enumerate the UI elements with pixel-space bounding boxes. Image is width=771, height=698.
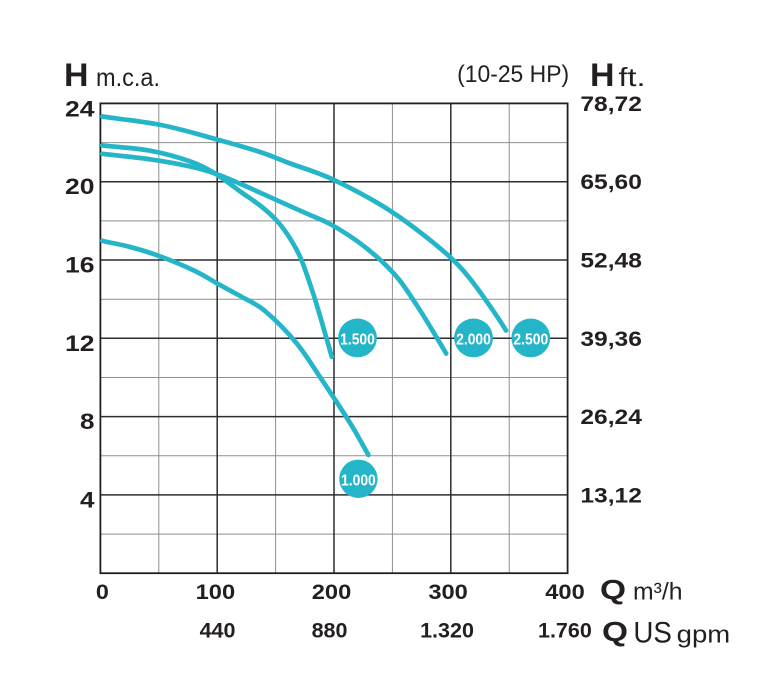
svg-text:16: 16: [65, 253, 95, 278]
svg-text:Q: Q: [602, 616, 628, 647]
svg-text:880: 880: [312, 619, 348, 643]
svg-text:1.500: 1.500: [340, 332, 375, 349]
svg-text:H: H: [64, 57, 89, 93]
svg-text:39,36: 39,36: [580, 328, 642, 351]
svg-text:m³/h: m³/h: [633, 579, 683, 606]
svg-text:12: 12: [65, 331, 95, 356]
svg-text:65,60: 65,60: [580, 171, 642, 194]
svg-text:2.000: 2.000: [456, 332, 491, 349]
svg-text:24: 24: [65, 97, 95, 122]
svg-text:26,24: 26,24: [580, 406, 642, 429]
svg-text:gpm: gpm: [677, 622, 731, 649]
svg-text:0: 0: [96, 580, 109, 604]
svg-text:52,48: 52,48: [580, 250, 642, 273]
svg-text:78,72: 78,72: [580, 93, 642, 116]
svg-text:200: 200: [312, 580, 352, 604]
svg-text:20: 20: [65, 174, 95, 199]
svg-text:100: 100: [196, 580, 236, 604]
svg-text:H: H: [590, 57, 615, 93]
svg-text:m.c.a.: m.c.a.: [96, 64, 160, 92]
svg-text:400: 400: [545, 580, 585, 604]
svg-text:1.320: 1.320: [420, 619, 474, 643]
svg-text:1.760: 1.760: [538, 619, 592, 643]
svg-text:ft.: ft.: [619, 62, 646, 92]
svg-text:1.000: 1.000: [341, 473, 376, 490]
svg-text:13,12: 13,12: [580, 484, 642, 507]
svg-text:8: 8: [80, 409, 95, 434]
svg-text:US: US: [633, 617, 672, 650]
svg-text:Q: Q: [600, 574, 626, 605]
svg-text:440: 440: [200, 619, 236, 643]
svg-text:2.500: 2.500: [513, 332, 548, 349]
svg-text:(10-25 HP): (10-25 HP): [457, 61, 569, 88]
svg-text:4: 4: [80, 487, 95, 512]
svg-text:300: 300: [428, 580, 468, 604]
